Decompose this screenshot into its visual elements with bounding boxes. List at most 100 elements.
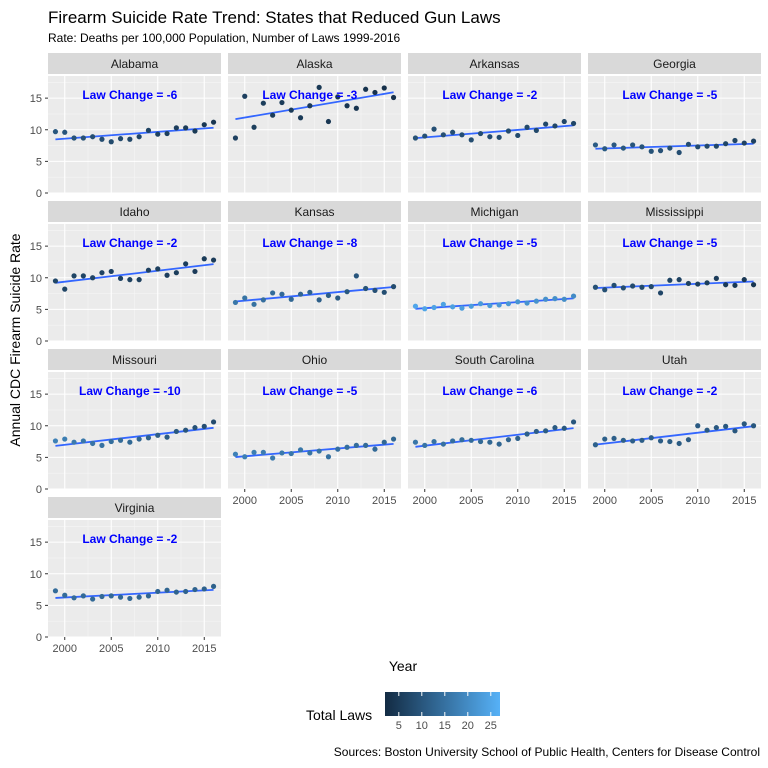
panel-missouri: Missouri 0 5 10 15 Law Change = -10 (30, 349, 221, 496)
data-points (592, 421, 757, 448)
data-point (99, 136, 105, 142)
law-change-annotation: Law Change = -5 (622, 236, 717, 250)
data-points (232, 273, 397, 307)
data-point (127, 595, 133, 602)
data-point (515, 435, 521, 442)
strip-background (48, 53, 221, 74)
y-tick-label: 10 (30, 421, 42, 433)
data-point (685, 141, 692, 147)
data-point (515, 299, 521, 305)
x-tick-label: 2005 (459, 495, 483, 507)
data-point (297, 115, 304, 121)
data-point (570, 293, 577, 299)
strip-label: Idaho (119, 205, 149, 219)
data-point (592, 142, 599, 148)
data-point (381, 289, 387, 295)
gridlines (228, 224, 401, 342)
legend-tick-label: 25 (485, 720, 497, 732)
strip-background (228, 53, 401, 74)
data-point (611, 142, 617, 148)
data-point (657, 290, 664, 296)
data-point (543, 121, 549, 127)
data-point (477, 438, 484, 445)
data-point (685, 437, 692, 443)
trend-line (235, 91, 394, 121)
data-point (676, 277, 682, 283)
data-point (145, 127, 152, 133)
data-point (307, 450, 313, 456)
data-point (316, 448, 322, 454)
data-point (173, 428, 179, 435)
data-point (108, 139, 114, 145)
data-point (524, 431, 530, 437)
legend-tick-label: 10 (416, 720, 428, 732)
data-point (71, 273, 77, 279)
data-point (164, 130, 170, 137)
gridlines (408, 224, 581, 342)
data-point (201, 122, 207, 128)
data-point (242, 454, 248, 460)
law-change-annotation: Law Change = -6 (442, 384, 537, 398)
data-point (363, 86, 369, 92)
data-point (251, 449, 257, 455)
data-point (611, 282, 617, 288)
data-point (639, 284, 645, 290)
data-point (620, 145, 626, 151)
gridlines (48, 76, 221, 194)
data-point (62, 592, 68, 598)
data-point (704, 143, 710, 149)
data-point (381, 85, 387, 91)
trend-line (55, 263, 214, 284)
data-point (288, 296, 294, 302)
y-tick-label: 0 (36, 484, 42, 496)
data-point (242, 93, 248, 99)
strip-background (588, 349, 761, 370)
y-axis-title: Annual CDC Firearm Suicide Rate (7, 233, 23, 446)
x-tick-label: 2015 (732, 495, 756, 507)
law-change-annotation: Law Change = -5 (262, 384, 357, 398)
x-tick-label: 2010 (506, 495, 530, 507)
data-point (648, 435, 654, 441)
x-tick-label: 2005 (99, 643, 123, 655)
data-point (657, 438, 664, 444)
chart-subtitle: Rate: Deaths per 100,000 Population, Num… (48, 31, 401, 45)
data-point (477, 301, 484, 307)
data-point (648, 148, 654, 154)
data-point (440, 301, 446, 307)
x-tick-label: 2015 (552, 495, 576, 507)
y-tick-label: 5 (36, 452, 42, 464)
law-change-annotation: Law Change = -2 (82, 532, 177, 546)
legend-ticks: 5 10 15 20 25 (396, 692, 497, 732)
data-point (732, 137, 738, 144)
data-point (201, 586, 207, 592)
x-tick-label: 2010 (146, 643, 170, 655)
data-point (570, 419, 577, 425)
data-point (335, 446, 341, 452)
data-point (639, 144, 645, 150)
strip-background (408, 201, 581, 222)
panel-idaho: Idaho 0 5 10 15 Law Change = -2 (30, 201, 221, 348)
data-point (496, 302, 502, 308)
strip-label: Missouri (112, 353, 157, 367)
gridlines (588, 76, 761, 194)
data-point (543, 296, 549, 302)
data-point (155, 432, 161, 438)
data-point (713, 143, 719, 149)
data-point (344, 103, 350, 109)
data-point (210, 257, 217, 263)
data-point (667, 438, 673, 445)
data-point (99, 442, 105, 448)
data-point (505, 437, 512, 443)
data-point (431, 438, 437, 445)
data-point (750, 138, 757, 144)
data-point (90, 275, 96, 281)
data-point (307, 289, 313, 295)
data-point (602, 287, 608, 293)
data-point (450, 129, 456, 135)
data-point (136, 277, 142, 283)
data-point (117, 437, 124, 443)
data-point (307, 103, 313, 109)
data-point (496, 441, 502, 447)
data-point (723, 282, 729, 288)
x-tick-label: 2000 (232, 495, 256, 507)
